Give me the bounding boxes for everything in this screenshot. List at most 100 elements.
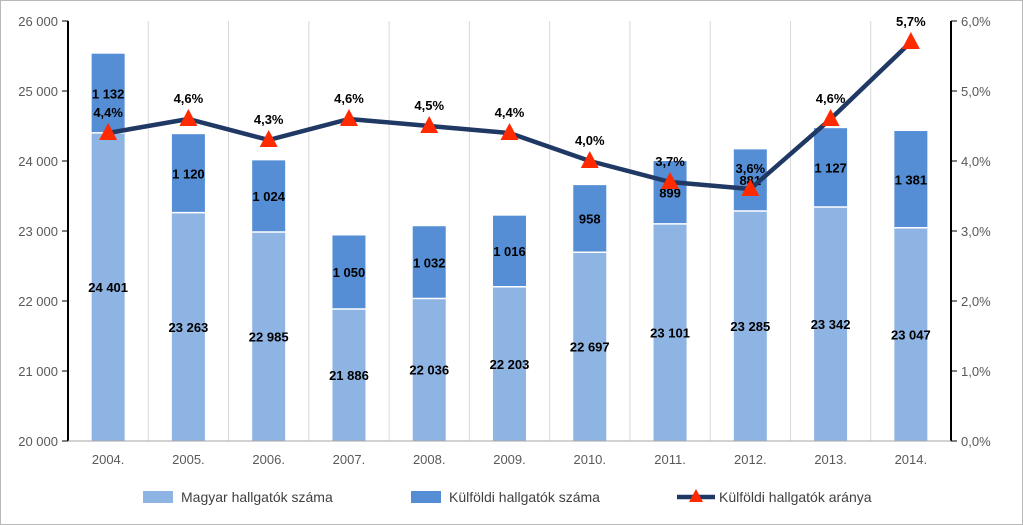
data-label-kulfoldi: 1 127 bbox=[814, 161, 847, 176]
data-label-magyar: 23 101 bbox=[650, 325, 690, 340]
bar-kulfoldi bbox=[412, 226, 446, 299]
data-label-magyar: 22 036 bbox=[409, 363, 449, 378]
data-label-arany: 4,6% bbox=[816, 91, 846, 106]
data-label-magyar: 22 203 bbox=[490, 357, 530, 372]
grid-lines bbox=[147, 21, 872, 441]
bar-magyar bbox=[733, 211, 767, 441]
x-axis-tick-label: 2014. bbox=[895, 452, 928, 467]
data-label-kulfoldi: 1 120 bbox=[172, 166, 205, 181]
triangle-marker bbox=[99, 123, 118, 140]
data-label-kulfoldi: 1 032 bbox=[413, 255, 446, 270]
left-axis-tick-label: 20 000 bbox=[18, 434, 58, 449]
data-label-arany: 4,6% bbox=[174, 91, 204, 106]
bar-magyar bbox=[91, 132, 125, 441]
legend-swatch-magyar bbox=[143, 491, 173, 503]
left-axis-tick-label: 26 000 bbox=[18, 14, 58, 29]
right-axis-tick-label: 0,0% bbox=[961, 434, 991, 449]
x-axis-tick-label: 2013. bbox=[814, 452, 847, 467]
bar-kulfoldi bbox=[493, 215, 526, 287]
left-axis-tick-label: 21 000 bbox=[18, 364, 58, 379]
bar-magyar bbox=[252, 232, 286, 441]
bar-magyar bbox=[171, 212, 205, 441]
bar-magyar bbox=[332, 308, 366, 441]
legend-swatch-kulfoldi bbox=[411, 491, 441, 503]
data-label-arany: 4,3% bbox=[254, 112, 284, 127]
triangle-marker bbox=[821, 109, 840, 126]
legend-label-magyar: Magyar hallgatók száma bbox=[181, 489, 333, 505]
x-axis-tick-label: 2005. bbox=[172, 452, 205, 467]
data-label-magyar: 22 985 bbox=[249, 330, 289, 345]
triangle-marker bbox=[901, 32, 920, 49]
data-label-kulfoldi: 1 050 bbox=[333, 265, 366, 280]
triangle-marker bbox=[179, 109, 198, 126]
left-axis-tick-label: 24 000 bbox=[18, 154, 58, 169]
data-label-kulfoldi: 1 024 bbox=[252, 189, 285, 204]
triangle-marker bbox=[580, 151, 599, 168]
x-axis-tick-label: 2012. bbox=[734, 452, 767, 467]
legend: Magyar hallgatók száma Külföldi hallgatók… bbox=[143, 489, 872, 505]
bar-data-labels: 24 401 1 132 23 263 1 120 22 985 1 024 21 886 1… bbox=[88, 86, 930, 383]
data-label-magyar: 23 263 bbox=[169, 320, 209, 335]
right-axis-tick-label: 2,0% bbox=[961, 294, 991, 309]
bar-kulfoldi bbox=[171, 134, 205, 213]
triangle-marker bbox=[661, 172, 680, 189]
data-label-magyar: 23 342 bbox=[811, 317, 851, 332]
left-axis-tick-label: 23 000 bbox=[18, 224, 58, 239]
bar-magyar bbox=[814, 207, 848, 441]
data-label-arany: 4,6% bbox=[334, 91, 364, 106]
bar-magyar bbox=[412, 298, 446, 441]
data-label-kulfoldi: 1 016 bbox=[493, 244, 526, 259]
triangle-marker bbox=[741, 179, 760, 196]
x-axis-tick-label: 2007. bbox=[333, 452, 366, 467]
data-label-arany: 4,4% bbox=[495, 105, 525, 120]
data-label-arany: 5,7% bbox=[896, 14, 926, 29]
triangle-marker bbox=[500, 123, 519, 140]
bar-kulfoldi bbox=[894, 131, 928, 228]
right-axis-tick-label: 5,0% bbox=[961, 84, 991, 99]
triangle-marker bbox=[259, 130, 278, 147]
bar-kulfoldi bbox=[332, 235, 366, 309]
right-axis-tick-label: 4,0% bbox=[961, 154, 991, 169]
line-data-labels: 4,4% 4,6% 4,3% 4,6% 4,5% 4,4% 4,0% 3,7% 3,6% 4,6%… bbox=[93, 14, 926, 176]
bar-magyar bbox=[894, 227, 928, 441]
data-label-kulfoldi: 1 381 bbox=[895, 172, 928, 187]
bar-series bbox=[91, 53, 928, 441]
data-label-magyar: 21 886 bbox=[329, 368, 369, 383]
bar-magyar bbox=[493, 286, 526, 441]
data-label-magyar: 23 047 bbox=[891, 327, 931, 342]
data-label-arany: 4,5% bbox=[414, 98, 444, 113]
data-label-arany: 4,4% bbox=[93, 105, 123, 120]
x-axis-tick-label: 2010. bbox=[573, 452, 606, 467]
data-label-magyar: 22 697 bbox=[570, 340, 610, 355]
data-label-arany: 3,6% bbox=[735, 161, 765, 176]
data-label-kulfoldi: 958 bbox=[579, 212, 601, 227]
triangle-marker bbox=[420, 116, 439, 133]
bar-kulfoldi bbox=[91, 53, 125, 133]
data-label-magyar: 23 285 bbox=[730, 319, 770, 334]
legend-label-kulfoldi: Külföldi hallgatók száma bbox=[449, 489, 600, 505]
left-axis-tick-label: 25 000 bbox=[18, 84, 58, 99]
data-label-arany: 4,0% bbox=[575, 133, 605, 148]
axes: 20 000 21 000 22 000 23 000 24 000 25 000 26 0… bbox=[18, 14, 991, 467]
data-label-kulfoldi: 899 bbox=[659, 185, 681, 200]
x-axis-tick-label: 2011. bbox=[654, 452, 686, 467]
right-axis-tick-label: 3,0% bbox=[961, 224, 991, 239]
bar-magyar bbox=[573, 252, 607, 441]
bar-kulfoldi bbox=[653, 161, 687, 224]
bar-kulfoldi bbox=[814, 128, 848, 208]
triangle-marker bbox=[339, 109, 358, 126]
right-axis-tick-label: 6,0% bbox=[961, 14, 991, 29]
left-axis-tick-label: 22 000 bbox=[18, 294, 58, 309]
legend-label-arany: Külföldi hallgatók aránya bbox=[719, 489, 872, 505]
bar-kulfoldi bbox=[252, 160, 286, 233]
bar-kulfoldi bbox=[573, 185, 607, 253]
x-axis-tick-label: 2004. bbox=[92, 452, 125, 467]
data-label-arany: 3,7% bbox=[655, 154, 685, 169]
legend-swatch-arany-marker bbox=[689, 489, 703, 502]
line-series bbox=[99, 32, 920, 196]
data-label-magyar: 24 401 bbox=[88, 280, 128, 295]
right-axis-tick-label: 1,0% bbox=[961, 364, 991, 379]
data-label-kulfoldi: 1 132 bbox=[92, 86, 125, 101]
